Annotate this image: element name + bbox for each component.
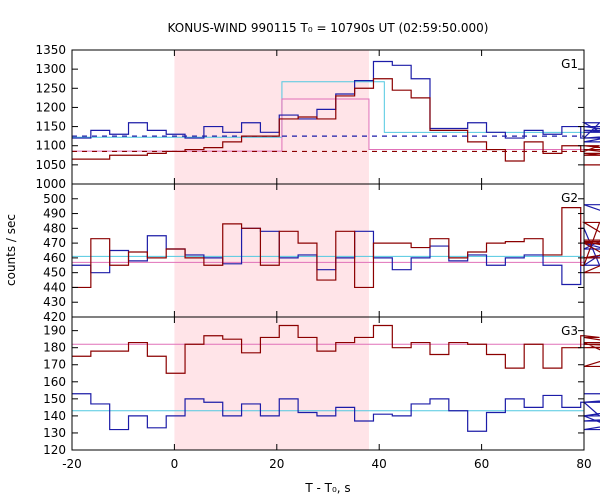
- panel-g3: 120 130 140 150 160 170 180 190 G3: [43, 316, 600, 457]
- panel-label: G3: [561, 324, 578, 338]
- highlight-interval: [174, 50, 369, 450]
- y-tick-label: 500: [43, 192, 66, 206]
- blue-fit-line: [72, 81, 584, 138]
- red-counts-line: [72, 78, 600, 166]
- x-tick-label: -20: [62, 457, 82, 471]
- x-axis-label: T - T₀, s: [304, 481, 350, 495]
- y-tick-label: 180: [43, 341, 66, 355]
- chart-title: KONUS-WIND 990115 T₀ = 10790s UT (02:59:…: [168, 21, 489, 35]
- y-tick-label: 1100: [35, 139, 66, 153]
- y-tick-label: 130: [43, 426, 66, 440]
- y-tick-label: 1250: [35, 81, 66, 95]
- y-tick-label: 150: [43, 392, 66, 406]
- x-tick-label: 20: [269, 457, 284, 471]
- y-tick-label: 1000: [35, 177, 66, 191]
- y-tick-label: 190: [43, 324, 66, 338]
- y-tick-label: 140: [43, 409, 66, 423]
- y-tick-label: 120: [43, 443, 66, 457]
- y-tick-label: 170: [43, 358, 66, 372]
- y-tick-label: 420: [43, 310, 66, 324]
- panel-frame: [71, 316, 585, 451]
- y-tick-label: 1300: [35, 62, 66, 76]
- y-tick-label: 430: [43, 295, 66, 309]
- x-tick-label: 40: [372, 457, 387, 471]
- y-tick-label: 490: [43, 207, 66, 221]
- blue-counts-line: [72, 393, 600, 432]
- y-tick-label: 1350: [35, 43, 66, 57]
- x-tick-label: 0: [171, 457, 179, 471]
- x-tick-label: 60: [474, 457, 489, 471]
- panels-group: 10001050110011501200125013001350G1420430…: [35, 43, 600, 471]
- y-tick-label: 1200: [35, 100, 66, 114]
- panel-label: G1: [561, 57, 578, 71]
- y-tick-label: 450: [43, 266, 66, 280]
- y-tick-label: 440: [43, 280, 66, 294]
- y-axis-label: counts / sec: [4, 214, 18, 286]
- y-tick-label: 160: [43, 375, 66, 389]
- y-tick-label: 470: [43, 236, 66, 250]
- y-tick-label: 1150: [35, 120, 66, 134]
- panel-label: G2: [561, 191, 578, 205]
- y-tick-label: 460: [43, 251, 66, 265]
- x-tick-label: 80: [576, 457, 591, 471]
- y-tick-label: 480: [43, 221, 66, 235]
- y-tick-label: 1050: [35, 158, 66, 172]
